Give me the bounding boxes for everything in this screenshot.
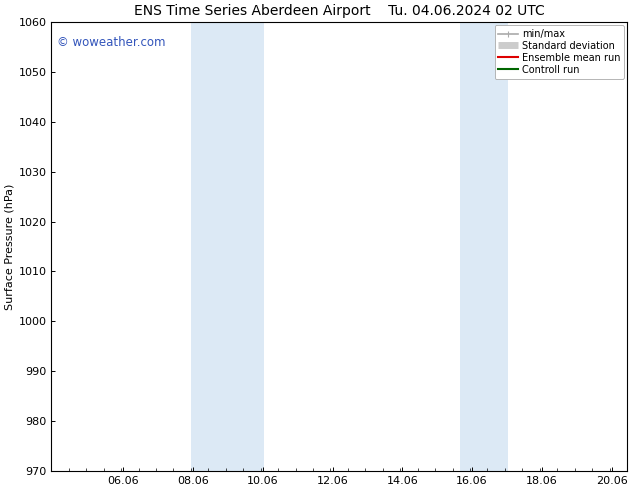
Bar [460, 22, 508, 471]
Legend: min/max, Standard deviation, Ensemble mean run, Controll run: min/max, Standard deviation, Ensemble me… [495, 25, 624, 78]
Y-axis label: Surface Pressure (hPa): Surface Pressure (hPa) [4, 183, 14, 310]
Bar [191, 22, 264, 471]
Text: © woweather.com: © woweather.com [57, 36, 165, 49]
Title: ENS Time Series Aberdeen Airport    Tu. 04.06.2024 02 UTC: ENS Time Series Aberdeen Airport Tu. 04.… [134, 4, 545, 18]
